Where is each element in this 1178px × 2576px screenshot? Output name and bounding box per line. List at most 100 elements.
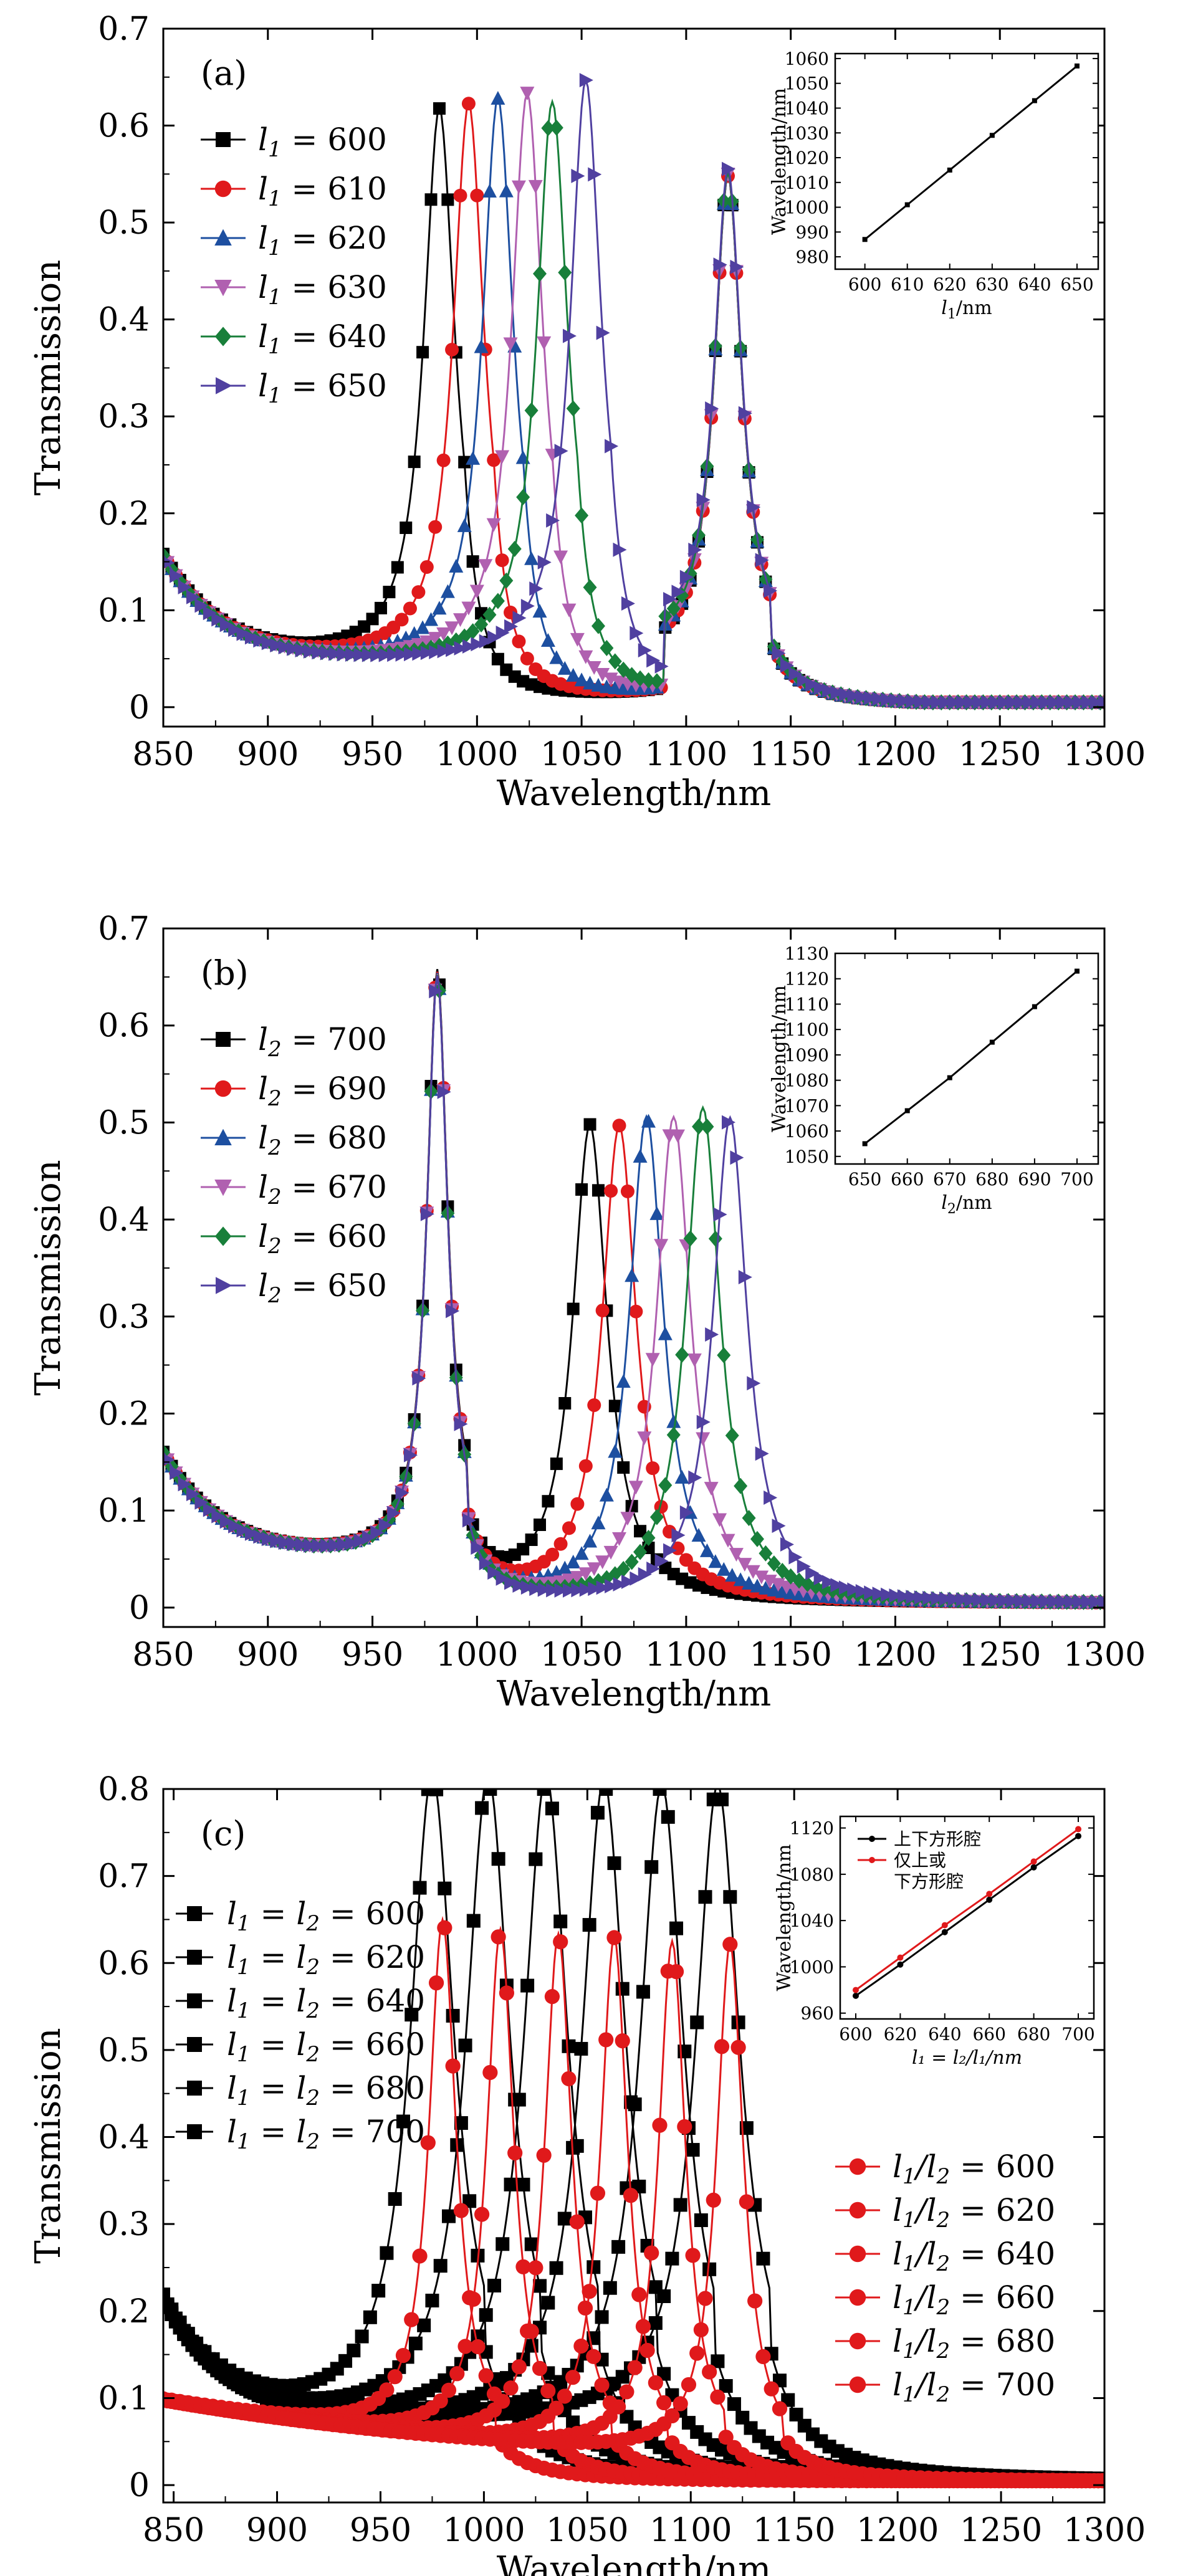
series-group	[163, 969, 1104, 1611]
data-point	[461, 97, 476, 111]
data-point	[565, 2370, 581, 2385]
data-point	[679, 1505, 694, 1520]
data-point	[520, 87, 535, 101]
series-700-single	[163, 1937, 1104, 2488]
x-tick-label: 1300	[1063, 736, 1146, 773]
data-point	[503, 337, 518, 351]
legend-marker	[849, 2376, 866, 2393]
x-tick-label: 1050	[540, 736, 623, 773]
legend-entry: l1/l2 = 660	[835, 2279, 1055, 2320]
data-point	[706, 2192, 721, 2208]
data-point	[658, 1326, 673, 1340]
legend-label: l1/l2 = 620	[893, 2192, 1055, 2233]
data-point	[1031, 695, 1045, 710]
data-point	[429, 1789, 444, 1796]
data-point	[599, 1487, 614, 1502]
data-point	[312, 1538, 326, 1553]
data-point	[515, 2259, 531, 2274]
data-point	[1040, 1594, 1054, 1609]
data-point	[788, 1550, 803, 1565]
data-point	[735, 2410, 750, 2425]
data-point	[416, 346, 429, 359]
data-point	[671, 1528, 686, 1543]
data-point	[403, 647, 418, 662]
inset-x-tick-label: 640	[928, 2024, 961, 2044]
data-point	[914, 1590, 928, 1605]
data-point	[211, 1509, 226, 1524]
legend-label: l1/l2 = 660	[893, 2279, 1055, 2320]
y-tick-label: 0.7	[98, 11, 150, 48]
data-point	[625, 1268, 639, 1282]
data-point	[997, 695, 1012, 710]
data-point	[512, 2092, 526, 2107]
data-point	[671, 584, 686, 599]
data-point	[738, 1270, 752, 1285]
data-point	[482, 2064, 498, 2081]
data-point	[599, 1789, 613, 1796]
data-point	[617, 1461, 630, 1474]
data-point	[677, 2119, 692, 2135]
data-point	[462, 2194, 477, 2208]
x-tick-label: 1000	[436, 1636, 518, 1674]
data-point	[696, 492, 711, 507]
data-point	[780, 1537, 794, 1552]
data-point	[699, 1543, 714, 1557]
data-point	[170, 568, 184, 583]
data-point	[775, 1584, 790, 1598]
data-point	[541, 120, 555, 136]
data-point	[415, 620, 430, 634]
inset-1: 650 660 670 680 690 700 1050 1060 1070 1080 1090 11…	[769, 943, 1099, 1217]
data-point	[413, 1881, 427, 1895]
legend-marker	[214, 280, 232, 297]
data-point	[320, 646, 334, 661]
data-point	[674, 1470, 689, 1484]
data-point	[529, 1581, 544, 1596]
data-point	[764, 2381, 779, 2397]
inset-2: 600 620 640 660 680 700 960 1000 1040 1080 1120 Wav…	[773, 1815, 1095, 2069]
data-point	[355, 2329, 369, 2344]
data-point	[396, 2114, 410, 2129]
inset-data-point	[862, 237, 868, 242]
data-point	[466, 451, 481, 465]
data-point	[737, 1558, 752, 1572]
data-point	[666, 600, 681, 617]
data-point	[972, 1593, 987, 1608]
inset-y-tick-label: 990	[796, 222, 829, 242]
data-point	[628, 1481, 643, 1495]
legend-label: l1 = l2 = 620	[227, 1939, 425, 1980]
data-point	[495, 553, 509, 568]
data-point	[679, 570, 694, 584]
data-point	[797, 672, 811, 687]
data-point	[529, 1852, 543, 1866]
data-point	[1014, 1593, 1028, 1608]
data-point	[507, 2145, 523, 2161]
x-tick-label: 950	[350, 2512, 411, 2549]
data-point	[408, 2336, 423, 2350]
inset-data-point	[1075, 1833, 1082, 1839]
inset-y-tick-label: 1120	[790, 1818, 834, 1839]
data-point	[635, 2319, 651, 2334]
data-point	[400, 521, 413, 534]
data-point	[649, 1509, 664, 1525]
data-point	[615, 2033, 630, 2049]
inset-y-tick-label: 1090	[785, 1045, 829, 1066]
data-point	[403, 1448, 418, 1462]
legend-label: l1 = 620	[258, 220, 387, 260]
data-point	[717, 1347, 731, 1363]
data-point	[1048, 695, 1062, 710]
data-point	[708, 1554, 723, 1568]
data-point	[722, 161, 735, 176]
data-point	[747, 2293, 763, 2309]
data-point	[433, 102, 446, 115]
data-point	[664, 2408, 680, 2423]
data-point	[436, 453, 451, 467]
data-point	[620, 1184, 634, 1198]
data-point	[644, 1860, 659, 1874]
legend-entry: l1 = l2 = 600	[176, 1896, 425, 1936]
data-point	[420, 2135, 436, 2150]
y-tick-label: 0.4	[98, 1201, 150, 1239]
legend-label: l2 = 660	[258, 1218, 387, 1259]
data-point	[688, 1470, 702, 1485]
data-point	[881, 1587, 895, 1602]
data-point	[578, 650, 593, 664]
